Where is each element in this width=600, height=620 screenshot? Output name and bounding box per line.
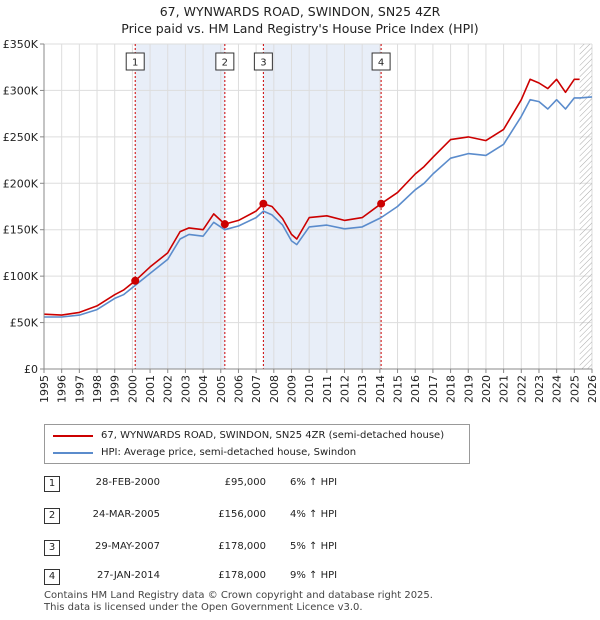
y-tick-label: £50K bbox=[10, 317, 39, 330]
y-tick-label: £150K bbox=[3, 224, 39, 237]
sale-label-box bbox=[215, 52, 235, 71]
x-tick-label: 2004 bbox=[197, 375, 210, 403]
transaction-price: £178,000 bbox=[218, 570, 266, 581]
transaction-date: 27-JAN-2014 bbox=[96, 570, 160, 581]
x-tick-label: 1995 bbox=[38, 375, 51, 403]
x-tick-label: 2020 bbox=[480, 375, 493, 403]
transaction-price: £95,000 bbox=[224, 477, 266, 488]
transaction-number: 3 bbox=[44, 540, 60, 556]
shaded-period bbox=[135, 44, 225, 369]
price-chart: 1 2 3 4 £0 £50K £100K £150K £200K £250K £300K £350… bbox=[3, 38, 599, 403]
transaction-date: 28-FEB-2000 bbox=[95, 477, 160, 488]
transaction-number: 1 bbox=[44, 476, 60, 492]
y-tick-label: £200K bbox=[3, 177, 39, 190]
transaction-date: 24-MAR-2005 bbox=[92, 509, 160, 520]
x-tick-label: 2001 bbox=[144, 375, 157, 403]
y-tick-label: £0 bbox=[24, 363, 38, 376]
sale-label: 4 bbox=[378, 58, 384, 69]
transaction-date: 29-MAY-2007 bbox=[94, 541, 160, 552]
legend-hpi-swatch bbox=[53, 452, 93, 454]
transaction-row: 4 27-JAN-2014 £178,000 9% ↑ HPI bbox=[0, 567, 600, 587]
x-tick-label: 2006 bbox=[232, 375, 245, 403]
x-tick-label: 2007 bbox=[250, 375, 263, 403]
transaction-hpi-delta: 6% ↑ HPI bbox=[290, 477, 338, 488]
x-tick-label: 1999 bbox=[109, 375, 122, 403]
x-tick-label: 2022 bbox=[515, 375, 528, 403]
legend: 67, WYNWARDS ROAD, SWINDON, SN25 4ZR (se… bbox=[44, 424, 470, 464]
x-tick-label: 2018 bbox=[445, 375, 458, 403]
x-tick-label: 2011 bbox=[321, 375, 334, 403]
x-tick-label: 2025 bbox=[568, 375, 581, 403]
sale-label-box bbox=[125, 52, 145, 71]
transaction-row: 3 29-MAY-2007 £178,000 5% ↑ HPI bbox=[0, 538, 600, 558]
x-tick-label: 2005 bbox=[215, 375, 228, 403]
y-tick-label: £100K bbox=[3, 270, 39, 283]
footer-copyright: Contains HM Land Registry data © Crown c… bbox=[44, 590, 433, 601]
forecast-hatch bbox=[579, 44, 592, 369]
transaction-hpi-delta: 9% ↑ HPI bbox=[290, 570, 338, 581]
x-tick-label: 2013 bbox=[356, 375, 369, 403]
legend-property-label: 67, WYNWARDS ROAD, SWINDON, SN25 4ZR (se… bbox=[101, 430, 445, 441]
sale-marker bbox=[131, 276, 140, 285]
transaction-hpi-delta: 5% ↑ HPI bbox=[290, 541, 338, 552]
x-tick-label: 2024 bbox=[551, 375, 564, 403]
y-tick-label: £250K bbox=[3, 131, 39, 144]
chart-title-line1: 67, WYNWARDS ROAD, SWINDON, SN25 4ZR bbox=[159, 4, 441, 19]
x-tick-label: 2023 bbox=[533, 375, 546, 403]
legend-hpi-label: HPI: Average price, semi-detached house,… bbox=[101, 447, 357, 458]
x-tick-label: 2014 bbox=[374, 375, 387, 403]
sale-marker bbox=[259, 199, 268, 208]
sale-label: 3 bbox=[260, 58, 266, 69]
x-tick-label: 2003 bbox=[179, 375, 192, 403]
x-tick-label: 2000 bbox=[126, 375, 139, 403]
x-tick-label: 2021 bbox=[498, 375, 511, 403]
x-tick-label: 2015 bbox=[392, 375, 405, 403]
hpi-line bbox=[44, 96, 593, 318]
x-tick-label: 2008 bbox=[268, 375, 281, 403]
y-tick-label: £300K bbox=[3, 84, 39, 97]
shaded-period bbox=[263, 44, 382, 369]
sale-label-box bbox=[253, 52, 273, 71]
sale-label: 2 bbox=[222, 58, 228, 69]
chart-title-line2: Price paid vs. HM Land Registry's House … bbox=[121, 21, 479, 36]
transaction-price: £156,000 bbox=[218, 509, 266, 520]
x-tick-label: 1997 bbox=[73, 375, 86, 403]
x-tick-label: 1996 bbox=[56, 375, 69, 403]
sale-marker bbox=[220, 220, 229, 229]
property-price-line bbox=[43, 78, 580, 316]
y-tick-label: £350K bbox=[3, 38, 39, 51]
sale-marker bbox=[377, 199, 386, 208]
x-tick-label: 2017 bbox=[427, 375, 440, 403]
x-tick-label: 2019 bbox=[462, 375, 475, 403]
x-tick-label: 1998 bbox=[91, 375, 104, 403]
transaction-number: 2 bbox=[44, 508, 60, 524]
x-tick-label: 2026 bbox=[586, 375, 599, 403]
sale-label-box bbox=[371, 52, 391, 71]
x-tick-label: 2012 bbox=[339, 375, 352, 403]
sale-label: 1 bbox=[132, 58, 138, 69]
transaction-row: 1 28-FEB-2000 £95,000 6% ↑ HPI bbox=[0, 474, 600, 494]
legend-property-swatch bbox=[53, 435, 93, 437]
transaction-number: 4 bbox=[44, 569, 60, 585]
x-tick-label: 2010 bbox=[303, 375, 316, 403]
transaction-row: 2 24-MAR-2005 £156,000 4% ↑ HPI bbox=[0, 506, 600, 526]
x-tick-label: 2016 bbox=[409, 375, 422, 403]
transaction-hpi-delta: 4% ↑ HPI bbox=[290, 509, 338, 520]
transaction-price: £178,000 bbox=[218, 541, 266, 552]
x-tick-label: 2002 bbox=[162, 375, 175, 403]
footer-licence: This data is licensed under the Open Gov… bbox=[44, 602, 363, 613]
x-tick-label: 2009 bbox=[285, 375, 298, 403]
